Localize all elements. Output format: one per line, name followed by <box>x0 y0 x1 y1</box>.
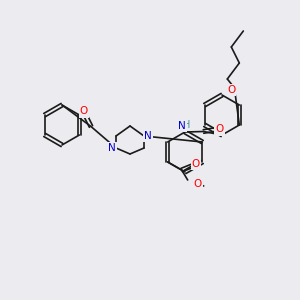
Text: H: H <box>183 120 191 130</box>
Text: N: N <box>108 143 116 153</box>
Text: O: O <box>215 124 223 134</box>
Text: O: O <box>192 159 200 169</box>
Text: O: O <box>194 179 202 189</box>
Text: N: N <box>178 121 186 131</box>
Text: O: O <box>227 85 236 95</box>
Text: N: N <box>144 131 152 141</box>
Text: O: O <box>80 106 88 116</box>
